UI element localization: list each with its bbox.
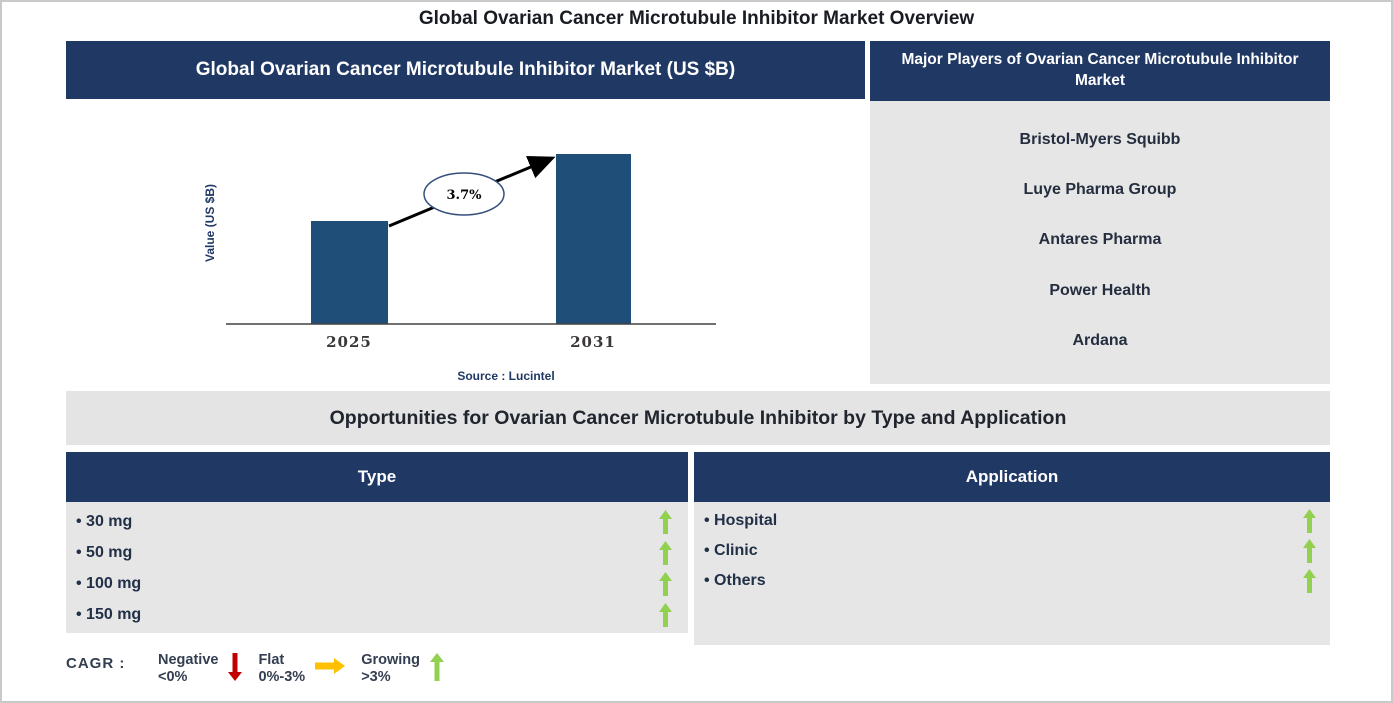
type-item-label: 30 mg [76, 513, 132, 531]
application-header-label: Application [965, 467, 1059, 486]
legend-item-negative: Negative <0% [158, 652, 243, 686]
application-item-label: Others [704, 572, 766, 590]
table-row: 150 mg [76, 599, 672, 630]
growing-up-arrow-icon [1303, 509, 1316, 533]
type-item-label: 50 mg [76, 544, 132, 562]
player-item: Luye Pharma Group [1023, 181, 1177, 199]
players-list: Bristol-Myers Squibb Luye Pharma Group A… [870, 101, 1330, 384]
x-tick-2031: 2031 [570, 333, 616, 351]
player-item: Bristol-Myers Squibb [1019, 131, 1181, 149]
growing-up-arrow-icon [659, 602, 672, 627]
cagr-legend-label: CAGR : [66, 655, 126, 672]
chart-source: Source : Lucintel [457, 369, 554, 383]
legend-flat-range: 0%-3% [258, 669, 306, 686]
table-row: Hospital [704, 506, 1316, 536]
type-table-header: Type [66, 452, 688, 502]
chart-panel-title: Global Ovarian Cancer Microtubule Inhibi… [195, 59, 736, 80]
bar-2025 [311, 221, 388, 324]
growing-up-arrow-icon [659, 571, 672, 596]
legend-growing-range: >3% [361, 669, 391, 686]
cagr-value: 3.7% [447, 188, 483, 203]
player-item: Ardana [1072, 331, 1128, 349]
bar-2031 [556, 154, 631, 324]
application-item-label: Hospital [704, 512, 777, 530]
page-title: Global Ovarian Cancer Microtubule Inhibi… [418, 8, 975, 29]
opportunities-title: Opportunities for Ovarian Cancer Microtu… [329, 406, 1067, 429]
table-row: 100 mg [76, 568, 672, 599]
cagr-ellipse [423, 172, 505, 216]
legend-item-growing: Growing >3% [361, 652, 445, 686]
type-header-label: Type [357, 467, 397, 486]
flat-right-arrow-icon [315, 658, 346, 674]
y-axis-label: Value (US $B) [203, 184, 217, 262]
chart-panel-header: Global Ovarian Cancer Microtubule Inhibi… [66, 41, 865, 99]
x-tick-2025: 2025 [326, 333, 372, 351]
growing-up-arrow-icon [1303, 569, 1316, 593]
player-item: Power Health [1049, 281, 1151, 299]
market-bar-chart: Value (US $B) 3.7% 2025 2031 Source : Lu… [203, 154, 716, 383]
players-panel-title: Major Players of Ovarian Cancer Microtub… [901, 51, 1299, 89]
table-row: Others [704, 566, 1316, 596]
type-item-label: 100 mg [76, 575, 141, 593]
application-table-body: Hospital Clinic Others [694, 502, 1330, 645]
player-item: Antares Pharma [1038, 231, 1162, 249]
growing-up-arrow-icon [1303, 539, 1316, 563]
opportunities-banner: Opportunities for Ovarian Cancer Microtu… [66, 391, 1330, 445]
legend-flat-name: Flat [258, 652, 285, 668]
growing-up-arrow-icon [659, 540, 672, 565]
table-row: 50 mg [76, 537, 672, 568]
legend-negative-name: Negative [158, 652, 219, 668]
application-item-label: Clinic [704, 542, 758, 560]
negative-down-arrow-icon [228, 653, 243, 681]
cagr-legend: CAGR : Negative <0% Flat 0%-3% Growing >… [66, 652, 460, 686]
growing-up-arrow-icon [659, 509, 672, 534]
legend-item-flat: Flat 0%-3% [258, 652, 346, 686]
legend-growing-name: Growing [361, 652, 421, 668]
type-table-body: 30 mg 50 mg 100 mg 150 mg [66, 502, 688, 633]
table-row: 30 mg [76, 506, 672, 537]
table-row: Clinic [704, 536, 1316, 566]
application-table-header: Application [694, 452, 1330, 502]
legend-negative-range: <0% [158, 669, 188, 686]
players-panel-header: Major Players of Ovarian Cancer Microtub… [870, 41, 1330, 101]
growing-up-arrow-icon [430, 653, 445, 681]
type-item-label: 150 mg [76, 606, 141, 624]
